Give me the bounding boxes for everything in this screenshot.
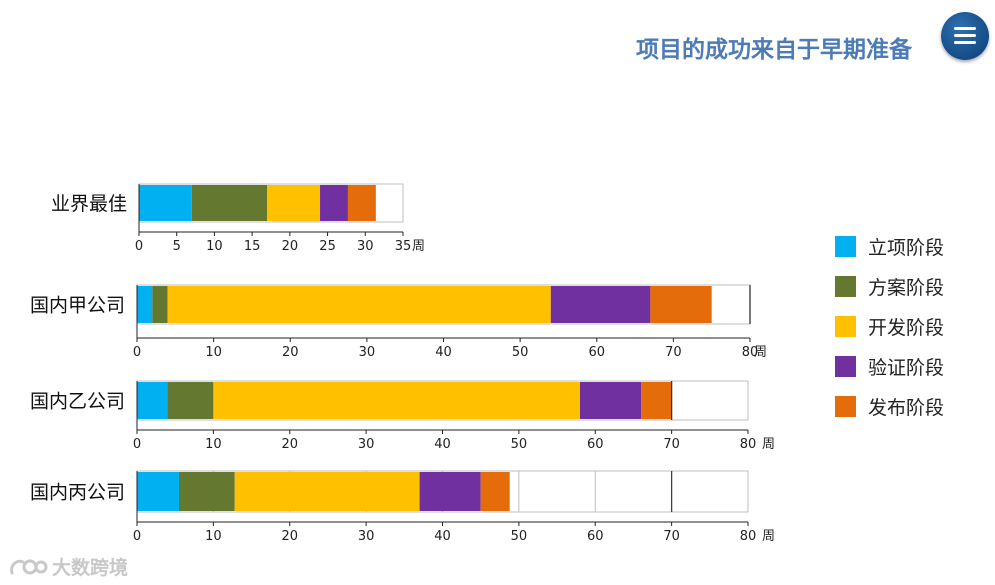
- x-unit-label: 周: [412, 239, 425, 254]
- watermark-text: 大数跨境: [52, 557, 129, 579]
- x-tick-label: 20: [281, 437, 298, 452]
- legend-swatch: [835, 316, 856, 337]
- x-tick-label: 10: [206, 239, 223, 254]
- page-title: 项目的成功来自于早期准备: [636, 37, 912, 63]
- x-tick-label: 80: [742, 345, 759, 360]
- bar-segment: [167, 286, 551, 323]
- x-tick-label: 0: [133, 345, 141, 360]
- bar-segment: [234, 472, 420, 511]
- bar-segment: [137, 286, 153, 323]
- legend-swatch: [835, 236, 856, 257]
- x-tick-label: 20: [282, 239, 299, 254]
- bar-segment: [167, 382, 214, 419]
- bar-segment: [191, 185, 268, 221]
- x-tick-label: 30: [358, 437, 375, 452]
- x-tick-label: 0: [135, 239, 143, 254]
- x-tick-label: 70: [663, 437, 680, 452]
- x-tick-label: 80: [740, 529, 757, 544]
- legend-swatch: [835, 356, 856, 377]
- legend-label: 立项阶段: [868, 237, 945, 259]
- bar-segment: [347, 185, 376, 221]
- legend: 立项阶段 方案阶段 开发阶段 验证阶段 发布阶段: [835, 236, 944, 436]
- x-tick-label: 10: [205, 529, 222, 544]
- legend-item-design: 方案阶段: [835, 276, 945, 299]
- bar-segment: [179, 472, 235, 511]
- x-tick-label: 20: [281, 529, 298, 544]
- legend-label: 验证阶段: [868, 357, 945, 379]
- x-tick-label: 30: [358, 529, 375, 544]
- bar-segment: [267, 185, 321, 221]
- bar-segment: [550, 286, 651, 323]
- x-tick-label: 50: [511, 529, 528, 544]
- category-label: 业界最佳: [51, 193, 127, 215]
- bar-segment: [579, 382, 642, 419]
- x-tick-label: 0: [133, 529, 141, 544]
- bar-segment: [137, 472, 180, 511]
- legend-item-initiation: 立项阶段: [835, 236, 945, 259]
- bar-segment: [419, 472, 481, 511]
- x-tick-label: 40: [434, 529, 451, 544]
- x-tick-label: 30: [357, 239, 374, 254]
- x-tick-label: 60: [588, 345, 605, 360]
- legend-label: 发布阶段: [868, 397, 945, 419]
- watermark: 大数跨境: [8, 553, 128, 580]
- x-tick-label: 40: [434, 437, 451, 452]
- bar-segment: [480, 472, 510, 511]
- bar-segment: [152, 286, 168, 323]
- bar-segment: [213, 382, 580, 419]
- bar-segment: [320, 185, 348, 221]
- x-tick-label: 30: [359, 345, 376, 360]
- x-tick-label: 60: [587, 437, 604, 452]
- category-label: 国内乙公司: [30, 391, 125, 413]
- legend-swatch: [835, 396, 856, 417]
- x-tick-label: 0: [133, 437, 141, 452]
- legend-item-release: 发布阶段: [835, 396, 945, 419]
- bar-segment: [137, 382, 168, 419]
- x-tick-label: 70: [665, 345, 682, 360]
- x-tick-label: 35: [395, 239, 412, 254]
- x-tick-label: 80: [740, 437, 757, 452]
- category-label: 国内甲公司: [30, 295, 125, 317]
- menu-button[interactable]: [941, 12, 989, 60]
- x-tick-label: 50: [511, 437, 528, 452]
- x-tick-label: 20: [282, 345, 299, 360]
- x-tick-label: 15: [244, 239, 261, 254]
- x-tick-label: 40: [435, 345, 452, 360]
- x-tick-label: 70: [663, 529, 680, 544]
- category-label: 国内丙公司: [30, 482, 125, 504]
- legend-swatch: [835, 276, 856, 297]
- x-tick-label: 25: [319, 239, 336, 254]
- x-tick-label: 5: [173, 239, 181, 254]
- legend-label: 方案阶段: [868, 277, 945, 299]
- x-unit-label: 周: [754, 345, 767, 360]
- brand-logo-icon: [10, 559, 48, 574]
- bar-segment: [641, 382, 672, 419]
- x-tick-label: 60: [587, 529, 604, 544]
- x-tick-label: 10: [205, 437, 222, 452]
- x-unit-label: 周: [762, 529, 775, 544]
- legend-item-development: 开发阶段: [835, 316, 945, 339]
- x-tick-label: 50: [512, 345, 529, 360]
- legend-item-verification: 验证阶段: [835, 356, 945, 379]
- x-tick-label: 10: [205, 345, 222, 360]
- hamburger-menu-icon: [954, 27, 976, 45]
- legend-label: 开发阶段: [868, 317, 945, 339]
- x-unit-label: 周: [762, 437, 775, 452]
- bar-segment: [139, 185, 192, 221]
- bar-segment: [650, 286, 712, 323]
